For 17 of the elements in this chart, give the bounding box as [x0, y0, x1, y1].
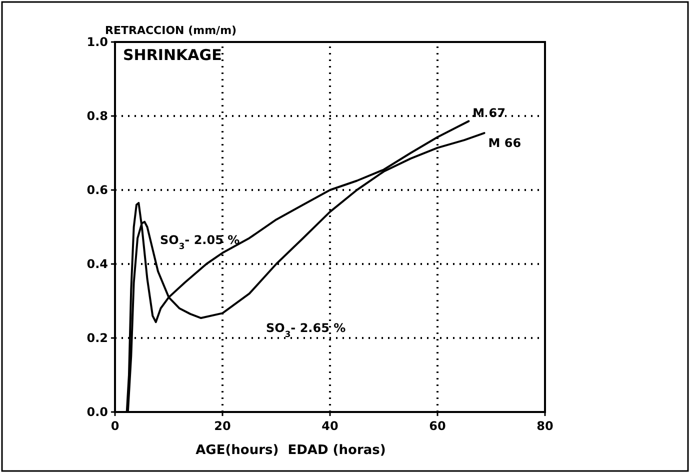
- y-tick-label: 1.0: [86, 35, 108, 49]
- x-tick-label: 60: [429, 419, 446, 433]
- y-tick-label: 0.8: [86, 109, 108, 123]
- annotation: SO$_{3}$- 2.65 %: [266, 321, 346, 339]
- y-tick-label: 0.0: [86, 405, 108, 419]
- x-tick-label: 80: [536, 419, 554, 433]
- x-tick-label: 0: [110, 419, 120, 433]
- chart-title: SHRINKAGE: [123, 46, 222, 64]
- y-tick-label: 0.4: [86, 257, 108, 271]
- y-axis-title: RETRACCION (mm/m): [105, 24, 237, 37]
- x-axis-title: AGE(hours) EDAD (horas): [196, 443, 386, 458]
- annotation: SO$_{3}$- 2.05 %: [160, 233, 240, 251]
- x-tick-label: 20: [214, 419, 231, 433]
- x-tick-label: 40: [322, 419, 338, 433]
- series-label: M 66: [488, 136, 522, 150]
- y-tick-label: 0.2: [86, 331, 108, 345]
- y-tick-label: 0.6: [86, 183, 108, 197]
